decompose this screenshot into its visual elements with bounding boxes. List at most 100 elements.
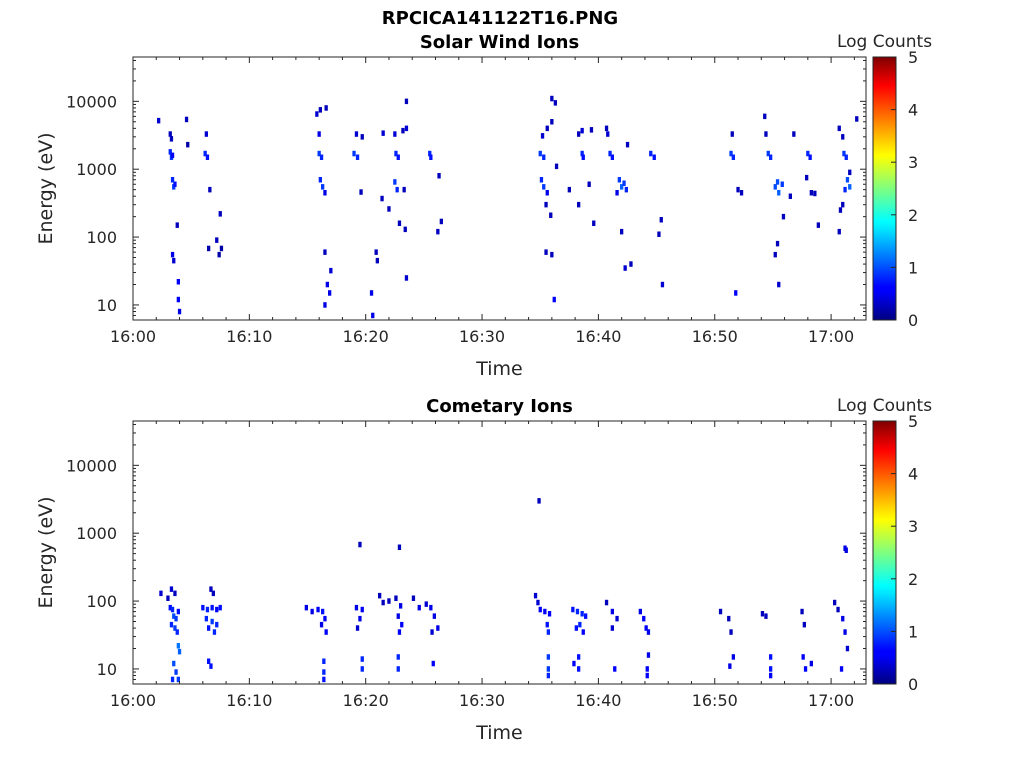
- heatmap-cell: [538, 150, 542, 157]
- heatmap-cell: [316, 606, 320, 613]
- heatmap-cell: [538, 606, 542, 613]
- heatmap-cell: [323, 302, 327, 308]
- heatmap-cell: [315, 111, 319, 117]
- heatmap-cell: [577, 131, 581, 137]
- x-tick-label: 16:00: [110, 327, 156, 346]
- heatmap-cell: [170, 152, 175, 159]
- heatmap-cell: [304, 604, 308, 611]
- heatmap-cell: [572, 660, 576, 667]
- heatmap-cell: [396, 613, 400, 619]
- heatmap-cell: [809, 660, 813, 667]
- heatmap-cell: [204, 131, 208, 137]
- heatmap-cell: [317, 150, 321, 157]
- heatmap-cell: [805, 174, 809, 181]
- heatmap-cell: [775, 240, 780, 247]
- heatmap-cell: [552, 296, 556, 303]
- heatmap-cell: [321, 184, 325, 190]
- heatmap-cell: [217, 251, 221, 258]
- heatmap-cell: [806, 150, 810, 157]
- heatmap-cell: [395, 186, 399, 193]
- heatmap-cell: [174, 615, 178, 622]
- heatmap-cell: [836, 606, 840, 613]
- heatmap-cell: [657, 231, 661, 237]
- heatmap-cell: [816, 222, 820, 228]
- heatmap-cell: [729, 629, 733, 635]
- heatmap-cell: [613, 666, 617, 672]
- axes-frame: [132, 420, 867, 685]
- heatmap-cell: [218, 604, 222, 611]
- heatmap-cell: [378, 592, 382, 599]
- heatmap-cell: [848, 169, 852, 176]
- heatmap-cell: [323, 249, 327, 255]
- heatmap-cell: [571, 606, 575, 613]
- y-tick-label: 1000: [76, 160, 117, 179]
- heatmap-cell: [623, 265, 627, 271]
- heatmap-cell: [322, 658, 326, 664]
- heatmap-cell: [358, 541, 362, 548]
- heatmap-cell: [845, 177, 850, 183]
- colorbar-tick-label: 5: [908, 48, 918, 67]
- heatmap-cell: [387, 206, 391, 212]
- heatmap-cell: [545, 621, 549, 628]
- heatmap-cell: [844, 154, 848, 160]
- heatmap-cell: [803, 666, 808, 672]
- heatmap-cell: [553, 100, 557, 106]
- heatmap-cell: [175, 222, 179, 228]
- heatmap-cell: [838, 207, 843, 213]
- heatmap-cell: [584, 613, 588, 619]
- heatmap-cell: [205, 606, 210, 613]
- colorbar-label: Log Counts: [837, 396, 932, 416]
- heatmap-cell: [773, 184, 777, 190]
- heatmap-cell: [208, 186, 212, 193]
- heatmap-cell: [215, 237, 219, 243]
- heatmap-cell: [396, 654, 400, 660]
- heatmap-cell: [401, 127, 405, 134]
- heatmap-cell: [360, 606, 364, 613]
- heatmap-cell: [550, 251, 554, 258]
- heatmap-cell: [539, 177, 544, 183]
- heatmap-cell: [173, 181, 177, 187]
- heatmap-cell: [428, 150, 432, 157]
- colorbar-label: Log Counts: [837, 32, 932, 52]
- heatmap-cell: [319, 621, 324, 628]
- heatmap-cell: [808, 154, 812, 160]
- heatmap-cell: [624, 186, 628, 193]
- heatmap-cell: [317, 131, 321, 137]
- heatmap-cell: [592, 220, 596, 226]
- heatmap-cell: [381, 130, 385, 136]
- heatmap-cell: [203, 150, 207, 157]
- y-tick-label: 10000: [66, 456, 117, 475]
- heatmap-cell: [169, 136, 174, 142]
- heatmap-cell: [322, 669, 326, 675]
- heatmap-cell: [780, 181, 784, 187]
- y-tick-label: 10: [97, 296, 117, 315]
- heatmap-cell: [176, 608, 180, 615]
- heatmap-cell: [646, 629, 651, 635]
- heatmap-cell: [642, 615, 646, 622]
- heatmap-cell: [168, 149, 172, 155]
- heatmap-cell: [659, 217, 663, 223]
- heatmap-cell: [617, 177, 621, 183]
- heatmap-cell: [369, 290, 374, 296]
- heatmap-cell: [764, 613, 768, 619]
- heatmap-cell: [393, 131, 397, 137]
- heatmap-cell: [578, 621, 582, 628]
- heatmap-cell: [739, 190, 744, 196]
- heatmap-cell: [207, 625, 211, 631]
- heatmap-cell: [629, 261, 633, 267]
- heatmap-cell: [215, 606, 219, 613]
- heatmap-cell: [168, 131, 172, 137]
- heatmap-cell: [380, 195, 384, 202]
- heatmap-cell: [172, 613, 176, 619]
- colorbar-tick-label: 0: [908, 675, 918, 694]
- x-tick-label: 17:00: [808, 327, 854, 346]
- plot-area: [133, 57, 866, 320]
- heatmap-cell: [360, 656, 364, 662]
- heatmap-cell: [542, 184, 546, 190]
- heatmap-cell: [404, 98, 409, 105]
- heatmap-cell: [545, 125, 549, 132]
- x-tick-label: 16:50: [692, 691, 738, 710]
- heatmap-cell: [545, 190, 549, 196]
- colorbar-tick-label: 5: [908, 412, 918, 431]
